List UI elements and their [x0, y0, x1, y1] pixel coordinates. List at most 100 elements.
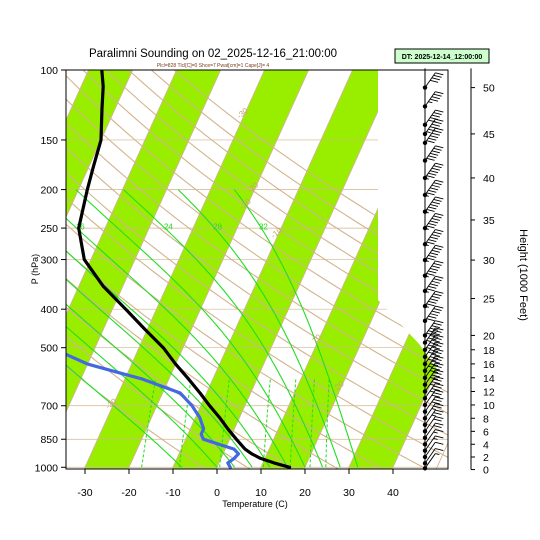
wind-barb-flag: [435, 355, 444, 359]
wind-barb-flag: [429, 252, 439, 256]
wind-barb-shaft: [424, 441, 436, 458]
height-tick-label: 18: [483, 345, 495, 357]
wind-barb-flag: [433, 337, 442, 340]
height-tick-label: 20: [483, 330, 495, 342]
y-tick-label: 300: [40, 255, 58, 267]
wind-barb: [422, 327, 444, 345]
wind-barb-flag: [433, 418, 442, 422]
wind-barb-flag: [435, 448, 444, 451]
y-tick-label: 400: [40, 304, 58, 316]
y-tick-label: 1000: [35, 462, 59, 474]
wind-barb-flag: [429, 187, 439, 191]
wind-barb-flag: [435, 275, 444, 279]
right-white-mask: [378, 70, 448, 385]
wind-barb-half: [433, 431, 438, 434]
wind-barb-flag: [429, 236, 439, 240]
wind-barbs: [422, 68, 444, 471]
wind-barb-flag: [431, 265, 440, 269]
wind-barb-flag: [433, 425, 442, 429]
date-badge: DT: 2025-12-14_12:00:00: [394, 48, 490, 64]
wind-barb-flag: [429, 268, 439, 271]
wind-barb-flag: [435, 327, 444, 331]
wind-barb-flag: [435, 389, 444, 393]
wind-barb-flag: [433, 199, 442, 202]
wind-barb-flag: [435, 362, 444, 366]
wind-barb: [422, 244, 444, 263]
height-tick-label: 45: [483, 129, 495, 141]
dry-adiabat: [66, 74, 448, 353]
wind-barb-flag: [431, 201, 440, 205]
wind-barb-flag: [426, 225, 435, 229]
wind-barb-flag: [428, 254, 437, 258]
isotherm-line: [127, 70, 310, 469]
wind-barb-flag: [429, 204, 439, 207]
wind-barb-flag: [435, 320, 444, 324]
isotherm-line: [66, 70, 90, 122]
wind-barb-flag: [431, 353, 440, 357]
wind-barb-flag: [431, 280, 440, 284]
wind-barb: [422, 429, 444, 447]
wind-barb-flag: [428, 358, 437, 362]
wind-barb: [422, 260, 444, 278]
wind-barb: [422, 320, 444, 338]
wind-barb: [422, 369, 444, 387]
wind-barb-flag: [433, 371, 442, 375]
x-tick-label: -30: [77, 487, 92, 499]
wind-barb-flag: [429, 170, 439, 174]
axes: -30 -20 -10 0 10 20 30 401001502002503004005007…: [35, 65, 495, 499]
wind-barb-flag: [435, 396, 444, 400]
y-tick-label: 200: [40, 185, 58, 197]
wind-barb: [422, 441, 444, 460]
wind-barb: [422, 362, 444, 380]
isotherm-line: [66, 70, 134, 219]
wind-barb-flag: [428, 351, 437, 355]
wind-barb-flag: [428, 315, 437, 319]
mixing-ratio-line: [219, 379, 230, 468]
wind-barb-flag: [431, 388, 440, 391]
wind-barb-flag: [429, 313, 439, 317]
wind-barb-flag: [431, 96, 440, 100]
wind-barb-half: [424, 227, 429, 230]
temperature-profile: [77, 70, 292, 469]
wind-barb-flag: [431, 249, 440, 253]
moist-adiabat: [66, 217, 288, 468]
wind-barb-flag: [429, 342, 439, 345]
mixing-ratio-line: [325, 379, 330, 468]
wind-barb-flag: [433, 322, 442, 326]
isotherm-line: [0, 31, 18, 483]
wind-barb: [422, 179, 444, 198]
wind-barb-flag: [429, 79, 439, 83]
wind-barb-flag: [431, 123, 440, 127]
dry-adiabat: [66, 223, 428, 469]
wind-barb-flag: [435, 403, 444, 406]
moist-adiabat-label: 28: [213, 223, 222, 232]
wind-barb-flag: [428, 119, 437, 123]
wind-barb-flag: [433, 385, 442, 389]
wind-barb: [422, 212, 444, 231]
wind-barb-half: [426, 131, 431, 134]
wind-barb-flag: [428, 206, 437, 210]
wind-barb: [422, 162, 444, 181]
mixing-ratio-line: [141, 379, 156, 468]
wind-barb-half: [424, 305, 429, 308]
wind-barb-flag: [433, 351, 442, 355]
wind-barb-half: [431, 408, 436, 410]
wind-barb-flag: [431, 234, 440, 237]
wind-barb-half: [424, 194, 429, 197]
wind-barb-flag: [431, 401, 440, 405]
wind-barb-flag: [431, 310, 440, 314]
wind-barb-flag: [435, 348, 444, 352]
dry-adiabat: [150, 70, 448, 277]
wind-barb-half: [426, 347, 431, 349]
wind-barb-flag: [433, 378, 442, 382]
height-tick-label: 12: [483, 386, 495, 398]
wind-barb-flag: [428, 155, 437, 159]
y-axis-label: P (hPa): [30, 254, 40, 284]
wind-barb: [422, 91, 444, 109]
height-tick-label: 8: [483, 413, 489, 425]
moist-adiabat: [66, 364, 183, 468]
dry-adiabat: [127, 70, 448, 296]
wind-barb-flag: [431, 132, 440, 136]
wind-barb-half: [424, 244, 429, 246]
wind-barb-half: [426, 339, 431, 342]
